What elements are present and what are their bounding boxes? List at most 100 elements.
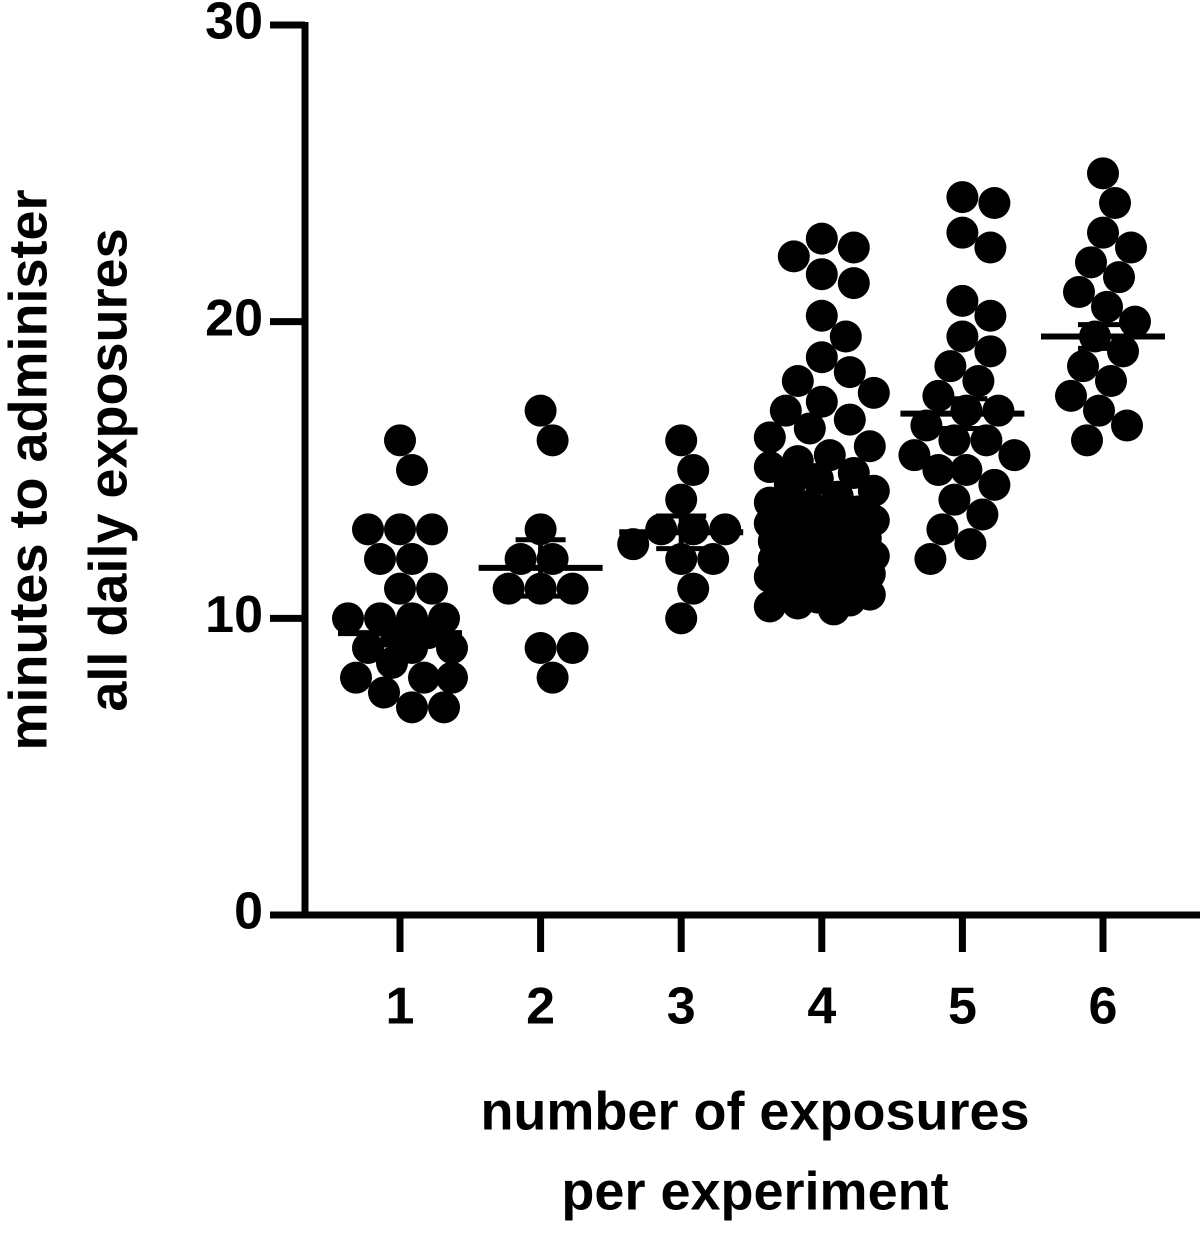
data-point [781, 365, 814, 397]
data-point [910, 409, 943, 442]
data-point [962, 365, 995, 397]
data-point [436, 632, 468, 664]
data-point [1119, 305, 1151, 338]
data-point [617, 528, 650, 561]
y-tick-label: 0 [234, 883, 263, 941]
data-point [946, 216, 979, 249]
data-point [978, 468, 1011, 501]
data-point [857, 376, 890, 409]
data-point [340, 661, 372, 694]
data-point [376, 646, 408, 679]
x-axis-title: number of exposures [480, 1081, 1029, 1141]
data-point [978, 187, 1011, 219]
data-point [946, 181, 979, 214]
data-point [396, 454, 428, 486]
data-point [524, 632, 557, 664]
data-point [914, 543, 947, 575]
data-point [1067, 350, 1099, 383]
data-point [677, 572, 710, 605]
x-axis-title: per experiment [561, 1161, 948, 1221]
data-point [817, 593, 850, 626]
data-point [769, 394, 802, 427]
data-point [938, 483, 971, 516]
data-point [753, 590, 786, 623]
data-point [837, 267, 870, 300]
data-point [436, 661, 468, 694]
x-tick-label: 6 [1089, 978, 1118, 1036]
data-point [950, 454, 983, 486]
data-point [922, 454, 955, 486]
data-point [946, 284, 979, 317]
data-point [793, 412, 826, 445]
data-point [1107, 335, 1139, 368]
data-point [536, 661, 569, 694]
data-point [416, 572, 448, 605]
data-point [1063, 276, 1095, 308]
y-tick-label: 30 [205, 0, 263, 51]
data-point [352, 513, 384, 546]
x-tick-label: 4 [807, 978, 836, 1036]
x-tick-label: 2 [526, 978, 555, 1036]
data-point [753, 421, 786, 454]
y-tick-label: 10 [205, 586, 263, 644]
data-point [556, 572, 589, 605]
data-point [1087, 157, 1119, 190]
data-point [428, 691, 460, 724]
data-point [1083, 394, 1115, 427]
data-point [974, 299, 1007, 332]
data-point [1055, 379, 1087, 412]
data-point [384, 572, 416, 605]
data-point [1087, 216, 1119, 249]
data-point [352, 632, 384, 664]
data-point [966, 498, 999, 531]
y-tick-label: 20 [205, 289, 263, 347]
data-point [837, 231, 870, 264]
data-point [970, 424, 1003, 457]
data-point [492, 572, 525, 605]
data-point [536, 424, 569, 457]
data-point [364, 543, 396, 575]
data-point [1095, 365, 1127, 397]
data-point [805, 341, 838, 374]
data-point [926, 513, 959, 546]
data-point [384, 424, 416, 457]
data-point [665, 424, 698, 457]
data-point [1091, 290, 1123, 323]
data-point [998, 439, 1031, 472]
data-point [922, 379, 955, 412]
data-point [974, 335, 1007, 368]
data-point [1115, 231, 1147, 264]
data-point [1075, 246, 1107, 279]
data-point [781, 587, 814, 620]
data-point [853, 430, 886, 463]
data-point [954, 528, 987, 561]
data-point [332, 602, 364, 635]
data-point [1103, 261, 1135, 294]
data-point [368, 676, 400, 709]
x-tick-label: 5 [948, 978, 977, 1036]
data-point [677, 454, 710, 486]
data-point [416, 513, 448, 546]
data-point [938, 424, 971, 457]
data-point [408, 661, 440, 694]
data-point [934, 350, 967, 383]
data-point [384, 513, 416, 546]
data-point [396, 543, 428, 575]
data-point [805, 385, 838, 418]
data-point [974, 231, 1007, 264]
data-point [833, 356, 866, 389]
y-axis-title: minutes to administer [0, 189, 58, 750]
data-point [813, 439, 846, 472]
data-point [805, 299, 838, 332]
data-point [777, 240, 810, 273]
x-tick-label: 1 [386, 978, 415, 1036]
data-point [1071, 424, 1103, 457]
data-point [946, 320, 979, 353]
data-point [396, 691, 428, 724]
data-point [829, 320, 862, 353]
data-point [805, 222, 838, 255]
data-point [805, 258, 838, 291]
x-tick-label: 3 [667, 978, 696, 1036]
data-point [556, 632, 589, 664]
data-point [665, 602, 698, 635]
